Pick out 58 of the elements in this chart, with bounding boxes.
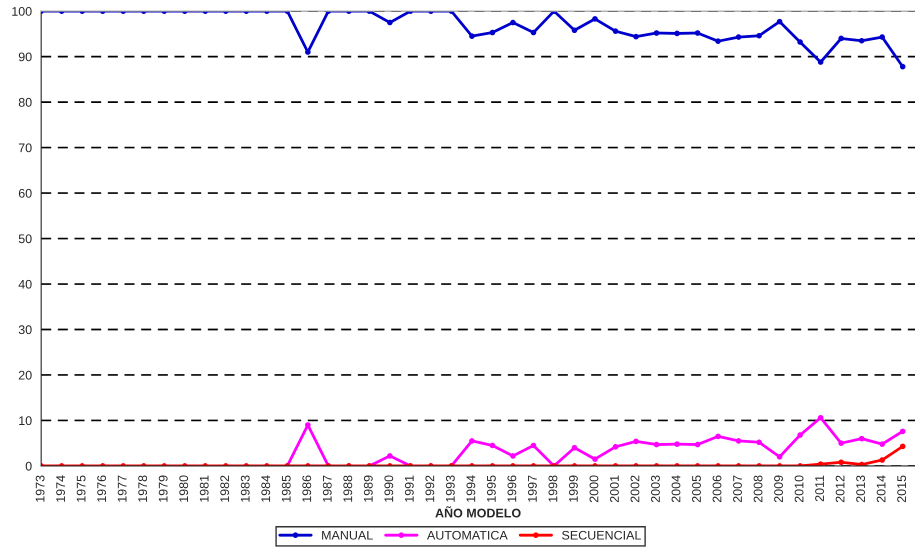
y-tick-label: 80 [18, 98, 32, 107]
x-tick-label: 1995 [486, 475, 496, 502]
x-axis-title: AÑO MODELO [435, 506, 521, 518]
x-tick-label: 2014 [876, 475, 886, 502]
y-tick-label: 60 [18, 188, 32, 198]
y-tick-label: 90 [18, 52, 32, 62]
x-tick-label: 2001 [610, 476, 619, 502]
x-tick-label: 2007 [733, 476, 742, 502]
x-tick-label: 1991 [404, 476, 414, 502]
y-tick-label: 10 [19, 416, 32, 426]
legend-label: AUTOMATICA [426, 530, 508, 540]
x-tick-label: 1980 [179, 475, 188, 502]
x-tick-label: 1994 [466, 475, 476, 502]
x-tick-label: 2012 [836, 476, 845, 502]
x-tick-label: 1987 [322, 476, 332, 502]
x-tick-label: 2005 [692, 475, 701, 502]
x-tick-label: 1976 [97, 476, 106, 502]
x-tick-label: 1977 [118, 476, 127, 502]
x-tick-label: 1973 [36, 476, 45, 502]
x-tick-label: 2011 [815, 476, 824, 502]
x-tick-label: 1992 [425, 476, 434, 502]
x-tick-label: 1983 [240, 476, 250, 502]
x-tick-label: 2003 [651, 476, 660, 502]
x-tick-label: 1999 [569, 476, 578, 502]
x-tick-label: 2010 [794, 475, 804, 502]
y-tick-label: 100 [12, 6, 32, 16]
x-tick-label: 1990 [384, 475, 394, 502]
x-tick-label: 2009 [774, 476, 783, 502]
y-tick-label: 20 [18, 370, 32, 380]
x-tick-label: 2008 [754, 476, 762, 502]
y-tick-label: 40 [18, 280, 32, 289]
x-tick-label: 1985 [282, 475, 291, 502]
x-tick-label: 1982 [220, 476, 230, 502]
legend-label: SECUENCIAL [562, 530, 641, 540]
x-tick-label: 1984 [261, 475, 270, 502]
y-tick-label: 70 [18, 143, 32, 152]
x-tick-label: 2013 [856, 476, 866, 502]
x-tick-label: 1998 [548, 476, 558, 502]
x-tick-label: 1979 [158, 476, 168, 502]
x-tick-label: 1993 [446, 476, 455, 502]
x-tick-label: 1975 [76, 475, 86, 502]
x-tick-label: 1974 [56, 475, 66, 502]
x-tick-label: 1989 [364, 476, 373, 502]
x-tick-label: 1997 [528, 476, 537, 502]
x-tick-label: 1996 [507, 476, 516, 502]
y-tick-label: 30 [18, 325, 32, 334]
x-tick-label: 2002 [630, 476, 640, 502]
y-tick-label: 0 [26, 462, 32, 471]
x-tick-label: 1978 [138, 476, 148, 502]
legend-label: MANUAL [322, 530, 373, 540]
y-tick-label: 50 [18, 234, 32, 244]
x-tick-label: 2015 [897, 475, 906, 502]
x-tick-label: 2006 [712, 476, 722, 502]
x-tick-label: 2004 [672, 475, 680, 502]
x-tick-label: 2000 [590, 475, 598, 502]
x-tick-label: 1986 [302, 476, 312, 502]
x-tick-label: 1988 [343, 476, 352, 502]
x-tick-label: 1981 [200, 476, 209, 502]
